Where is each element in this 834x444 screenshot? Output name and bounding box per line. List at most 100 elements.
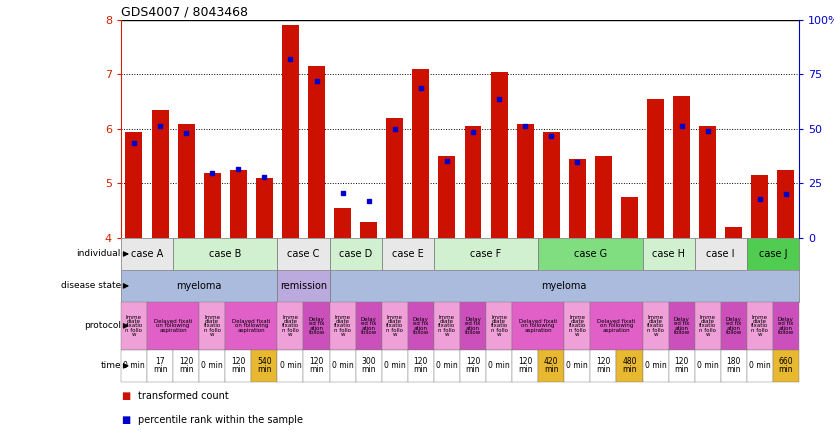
Text: 0 min: 0 min — [332, 361, 354, 370]
Bar — [746, 302, 773, 350]
Bar — [147, 350, 173, 382]
Text: Delay
ed fix
ation
follow: Delay ed fix ation follow — [413, 317, 429, 335]
Bar — [329, 302, 355, 350]
Text: case B: case B — [209, 249, 241, 259]
Bar — [355, 302, 382, 350]
Text: myeloma: myeloma — [177, 281, 222, 291]
Bar — [278, 350, 304, 382]
Bar — [256, 178, 273, 238]
Bar — [486, 302, 512, 350]
Bar — [282, 25, 299, 238]
Text: Delay
ed fix
ation
follow: Delay ed fix ation follow — [465, 317, 481, 335]
Text: Imme
diate
fixatio
n follo
w: Imme diate fixatio n follo w — [439, 315, 455, 337]
Text: remission: remission — [280, 281, 327, 291]
Bar — [121, 238, 173, 270]
Bar — [199, 302, 225, 350]
Text: 120
min: 120 min — [518, 357, 532, 374]
Text: individual: individual — [77, 250, 121, 258]
Bar — [173, 350, 199, 382]
Bar — [621, 197, 638, 238]
Bar — [203, 173, 221, 238]
Text: 0 min: 0 min — [123, 361, 145, 370]
Bar — [642, 350, 669, 382]
Text: Imme
diate
fixatio
n follo
w: Imme diate fixatio n follo w — [203, 315, 221, 337]
Text: 0 min: 0 min — [488, 361, 510, 370]
Text: Delayed fixati
on following
aspiration: Delayed fixati on following aspiration — [154, 319, 193, 333]
Bar — [673, 96, 690, 238]
Bar — [616, 350, 642, 382]
Bar — [308, 66, 325, 238]
Bar — [125, 132, 143, 238]
Text: Imme
diate
fixatio
n follo
w: Imme diate fixatio n follo w — [751, 315, 768, 337]
Text: case A: case A — [131, 249, 163, 259]
Bar — [408, 302, 434, 350]
Bar — [460, 302, 486, 350]
Text: 120
min: 120 min — [231, 357, 245, 374]
Text: 0 min: 0 min — [436, 361, 458, 370]
Bar — [642, 238, 695, 270]
Text: 120
min: 120 min — [596, 357, 610, 374]
Bar — [569, 159, 585, 238]
Text: 480
min: 480 min — [622, 357, 636, 374]
Bar — [360, 222, 377, 238]
Text: 120
min: 120 min — [465, 357, 480, 374]
Bar — [121, 302, 147, 350]
Bar — [434, 238, 538, 270]
Text: 0 min: 0 min — [645, 361, 666, 370]
Text: case E: case E — [392, 249, 424, 259]
Text: 0 min: 0 min — [384, 361, 405, 370]
Bar — [695, 302, 721, 350]
Bar — [355, 350, 382, 382]
Bar — [746, 350, 773, 382]
Text: percentile rank within the sample: percentile rank within the sample — [138, 415, 303, 425]
Bar — [512, 350, 538, 382]
Text: Delay
ed fix
ation
follow: Delay ed fix ation follow — [309, 317, 324, 335]
Bar — [669, 350, 695, 382]
Text: 120
min: 120 min — [178, 357, 193, 374]
Bar — [538, 238, 642, 270]
Bar — [382, 350, 408, 382]
Text: 660
min: 660 min — [779, 357, 793, 374]
Bar — [178, 123, 194, 238]
Text: Imme
diate
fixatio
n follo
w: Imme diate fixatio n follo w — [334, 315, 351, 337]
Bar — [121, 350, 147, 382]
Text: case H: case H — [652, 249, 685, 259]
Text: Imme
diate
fixatio
n follo
w: Imme diate fixatio n follo w — [569, 315, 586, 337]
Text: GDS4007 / 8043468: GDS4007 / 8043468 — [121, 6, 248, 19]
Bar — [595, 156, 612, 238]
Bar — [304, 302, 329, 350]
Bar — [543, 132, 560, 238]
Bar — [278, 270, 329, 302]
Bar — [773, 302, 799, 350]
Text: Imme
diate
fixatio
n follo
w: Imme diate fixatio n follo w — [282, 315, 299, 337]
Bar — [278, 238, 329, 270]
Bar — [642, 302, 669, 350]
Text: time: time — [100, 361, 121, 370]
Bar — [751, 175, 768, 238]
Text: case C: case C — [287, 249, 319, 259]
Text: 120
min: 120 min — [414, 357, 428, 374]
Bar — [490, 72, 508, 238]
Text: 300
min: 300 min — [361, 357, 376, 374]
Bar — [746, 238, 799, 270]
Bar — [329, 238, 382, 270]
Text: disease state: disease state — [61, 281, 121, 290]
Bar — [121, 270, 278, 302]
Text: protocol: protocol — [84, 321, 121, 330]
Text: Imme
diate
fixatio
n follo
w: Imme diate fixatio n follo w — [647, 315, 664, 337]
Bar — [329, 350, 355, 382]
Text: 0 min: 0 min — [697, 361, 719, 370]
Bar — [512, 302, 565, 350]
Bar — [695, 238, 746, 270]
Text: 180
min: 180 min — [726, 357, 741, 374]
Text: 17
min: 17 min — [153, 357, 168, 374]
Text: Delay
ed fix
ation
follow: Delay ed fix ation follow — [360, 317, 377, 335]
Bar — [699, 126, 716, 238]
Bar — [382, 238, 434, 270]
Text: ■: ■ — [121, 391, 130, 401]
Text: Delayed fixati
on following
aspiration: Delayed fixati on following aspiration — [232, 319, 270, 333]
Bar — [695, 350, 721, 382]
Bar — [278, 302, 304, 350]
Bar — [334, 208, 351, 238]
Bar — [669, 302, 695, 350]
